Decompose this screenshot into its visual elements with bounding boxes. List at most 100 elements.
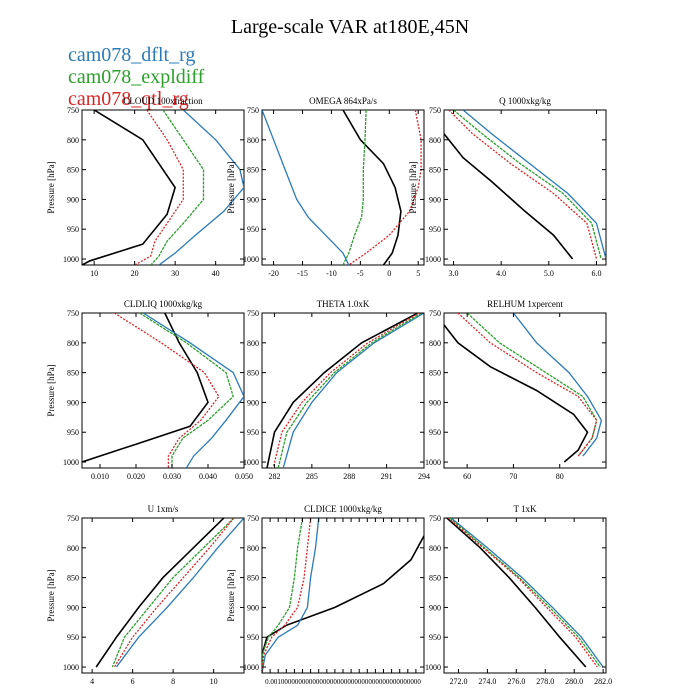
panel-2: 750 800 850 900 950 1000 3.0 4.0 5.0 6.0 Q 1000xkg… xyxy=(408,96,607,278)
series-line-0 xyxy=(342,110,402,265)
y-tick-label: 1000 xyxy=(63,255,79,264)
y-tick-label: 1000 xyxy=(243,663,259,672)
series-line-2 xyxy=(139,313,234,468)
y-tick-label: 1000 xyxy=(243,255,259,264)
series-line-0 xyxy=(82,313,209,463)
y-tick-label: 750 xyxy=(67,309,79,318)
x-tick-label: 0.020 xyxy=(127,472,145,481)
figure-title: Large-scale VAR at180E,45N xyxy=(230,16,470,38)
panel-6: 750 800 850 900 950 1000 4 6 8 10 U 1xm/s Pressure … xyxy=(46,504,245,686)
series-line-1 xyxy=(158,110,244,265)
y-tick-label: 900 xyxy=(429,195,441,204)
y-tick-label: 950 xyxy=(67,633,79,642)
y-tick-label: 900 xyxy=(67,195,79,204)
x-tick-label: 6 xyxy=(131,677,135,686)
x-tick-label: -15 xyxy=(297,269,308,278)
x-tick-label: 4.0 xyxy=(496,269,506,278)
series-line-1 xyxy=(450,518,604,668)
y-tick-label: 850 xyxy=(67,166,79,175)
x-tick-label: 10 xyxy=(90,269,98,278)
y-tick-label: 750 xyxy=(67,514,79,523)
y-tick-label: 950 xyxy=(247,428,259,437)
y-tick-label: 800 xyxy=(67,339,79,348)
series-line-1 xyxy=(282,313,424,468)
y-tick-label: 850 xyxy=(429,574,441,583)
x-tick-label: 285 xyxy=(306,472,318,481)
series-line-2 xyxy=(449,518,601,668)
y-tick-label: 950 xyxy=(67,225,79,234)
x-tick-label: 288 xyxy=(343,472,355,481)
series-line-0 xyxy=(95,518,225,668)
series-line-3 xyxy=(448,110,598,260)
series-line-0 xyxy=(444,324,589,463)
x-tick-label: 276.0 xyxy=(507,677,525,686)
x-tick-label: 70 xyxy=(509,472,517,481)
x-tick-label: 0.00100000000000000000000000000000000000… xyxy=(265,678,421,686)
legend-item-expldiff: cam078_expldiff xyxy=(68,66,205,88)
y-tick-label: 1000 xyxy=(63,663,79,672)
x-tick-label: 80 xyxy=(556,472,564,481)
panel-5: 750 800 850 900 950 1000 60 70 80 RELHUM 1xpercen… xyxy=(425,299,607,481)
panel-title: CLDLIQ 1000xkg/kg xyxy=(124,299,203,309)
x-tick-label: 282.0 xyxy=(594,677,612,686)
x-tick-label: -20 xyxy=(268,269,279,278)
x-tick-label: 40 xyxy=(212,269,220,278)
y-tick-label: 800 xyxy=(429,339,441,348)
y-tick-label: 850 xyxy=(247,574,259,583)
x-tick-label: 278.0 xyxy=(536,677,554,686)
series-line-3 xyxy=(113,518,235,668)
x-tick-label: 0.050 xyxy=(235,472,253,481)
y-tick-label: 950 xyxy=(429,428,441,437)
y-tick-label: 750 xyxy=(247,309,259,318)
y-tick-label: 800 xyxy=(247,544,259,553)
y-tick-label: 850 xyxy=(429,369,441,378)
x-tick-label: 274.0 xyxy=(478,677,496,686)
panel-1: 750 800 850 900 950 1000 -20 -15 -10 -5 0 5 OMEGA 86… xyxy=(226,96,425,278)
y-tick-label: 900 xyxy=(247,603,259,612)
plot-frame xyxy=(443,109,607,266)
series-line-0 xyxy=(266,313,419,468)
y-tick-label: 800 xyxy=(429,136,441,145)
y-tick-label: 800 xyxy=(67,136,79,145)
x-tick-label: 272.0 xyxy=(449,677,467,686)
series-line-1 xyxy=(115,518,244,668)
y-tick-label: 900 xyxy=(247,195,259,204)
x-tick-label: 5.0 xyxy=(544,269,554,278)
y-tick-label: 750 xyxy=(247,106,259,115)
x-tick-label: 0.030 xyxy=(163,472,181,481)
y-tick-label: 800 xyxy=(247,136,259,145)
y-tick-label: 800 xyxy=(429,544,441,553)
y-tick-label: 750 xyxy=(429,309,441,318)
plot-frame xyxy=(261,517,425,674)
series-line-2 xyxy=(453,110,602,260)
y-tick-label: 900 xyxy=(67,603,79,612)
y-axis-label: Pressure [hPa] xyxy=(46,364,56,416)
series-line-2 xyxy=(342,110,367,265)
series-line-2 xyxy=(111,518,235,668)
y-axis-label: Pressure [hPa] xyxy=(46,161,56,213)
y-tick-label: 950 xyxy=(67,428,79,437)
series-line-0 xyxy=(262,535,424,673)
y-tick-label: 900 xyxy=(247,398,259,407)
y-tick-label: 850 xyxy=(67,574,79,583)
x-tick-label: 0.010 xyxy=(91,472,109,481)
x-tick-label: 20 xyxy=(131,269,139,278)
y-tick-label: 900 xyxy=(429,398,441,407)
plot-frame xyxy=(81,517,245,674)
y-tick-label: 1000 xyxy=(243,458,259,467)
panel-title: THETA 1.0xK xyxy=(317,299,370,309)
y-axis-label: Pressure [hPa] xyxy=(46,569,56,621)
panel-7: 750 800 850 900 950 1000 0.0010000000000000000… xyxy=(226,504,425,686)
x-tick-label: 5 xyxy=(416,269,420,278)
y-tick-label: 750 xyxy=(429,514,441,523)
y-tick-label: 1000 xyxy=(63,458,79,467)
x-tick-label: 6.0 xyxy=(591,269,601,278)
x-tick-label: 8 xyxy=(171,677,175,686)
series-line-3 xyxy=(348,110,422,265)
y-axis-label: Pressure [hPa] xyxy=(408,161,418,213)
y-axis-label: Pressure [hPa] xyxy=(226,161,236,213)
y-tick-label: 850 xyxy=(247,166,259,175)
series-line-0 xyxy=(446,518,587,668)
series-line-2 xyxy=(150,110,205,265)
